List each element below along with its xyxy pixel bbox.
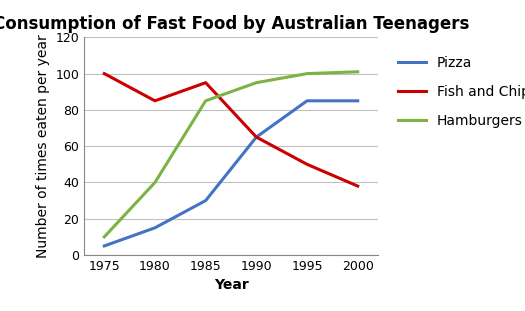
Pizza	[354, 99, 361, 103]
Hamburgers	[253, 81, 259, 85]
Line: Fish and Chips: Fish and Chips	[104, 74, 358, 186]
Hamburgers	[304, 72, 310, 76]
Pizza	[253, 135, 259, 139]
Pizza	[101, 244, 108, 248]
Pizza	[152, 226, 158, 230]
Fish and Chips	[304, 162, 310, 166]
Hamburgers	[101, 235, 108, 239]
Legend: Pizza, Fish and Chips, Hamburgers: Pizza, Fish and Chips, Hamburgers	[391, 49, 525, 135]
Hamburgers	[152, 181, 158, 184]
Pizza	[203, 199, 209, 202]
Y-axis label: Number of times eaten per year: Number of times eaten per year	[36, 34, 50, 258]
Line: Hamburgers: Hamburgers	[104, 72, 358, 237]
Fish and Chips	[152, 99, 158, 103]
Fish and Chips	[101, 72, 108, 76]
Fish and Chips	[253, 135, 259, 139]
Hamburgers	[354, 70, 361, 74]
Hamburgers	[203, 99, 209, 103]
Fish and Chips	[354, 184, 361, 188]
Fish and Chips	[203, 81, 209, 85]
Pizza	[304, 99, 310, 103]
Title: Consumption of Fast Food by Australian Teenagers: Consumption of Fast Food by Australian T…	[0, 15, 469, 33]
Line: Pizza: Pizza	[104, 101, 358, 246]
X-axis label: Year: Year	[214, 278, 248, 292]
